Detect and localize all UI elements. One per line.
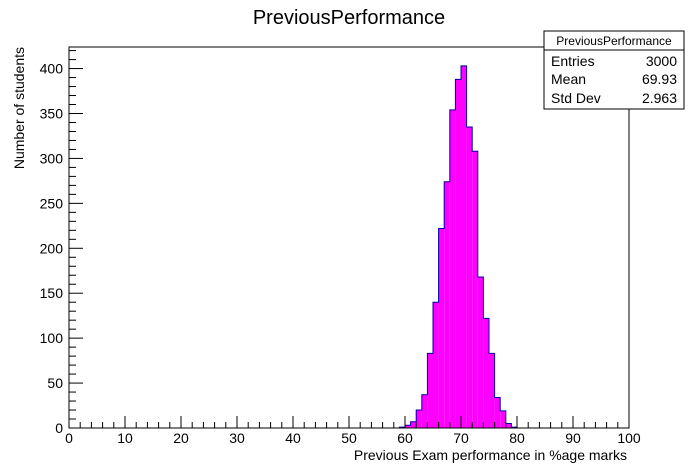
stats-entries-label: Entries — [551, 53, 595, 69]
x-tick-label: 90 — [565, 430, 581, 446]
y-tick-label: 250 — [40, 195, 64, 211]
histogram-bar — [483, 318, 489, 428]
x-tick-label: 70 — [453, 430, 469, 446]
stats-box: PreviousPerformance Entries 3000 Mean 69… — [543, 30, 685, 110]
y-tick-label: 350 — [40, 105, 64, 121]
histogram-bar — [466, 126, 473, 428]
stats-entries-value: 3000 — [646, 53, 677, 69]
histogram-bar — [505, 423, 512, 428]
histogram-bar — [472, 151, 478, 429]
histogram-bars — [399, 65, 517, 429]
histogram-bar — [427, 353, 433, 428]
stats-mean-label: Mean — [551, 71, 586, 87]
histogram-bar — [500, 410, 506, 428]
histogram-bar — [416, 410, 422, 428]
x-tick-label: 10 — [117, 430, 133, 446]
histogram-bar — [455, 79, 461, 428]
y-tick-label: 100 — [40, 330, 64, 346]
stats-stddev-label: Std Dev — [551, 90, 601, 106]
x-tick-label: 40 — [285, 430, 301, 446]
y-axis-title: Number of students — [11, 47, 27, 169]
x-tick-label: 80 — [509, 430, 525, 446]
x-axis-title: Previous Exam performance in %age marks — [354, 447, 627, 463]
x-tick-label: 0 — [65, 430, 73, 446]
y-tick-label: 0 — [55, 420, 63, 436]
histogram-bar — [405, 425, 411, 428]
y-tick-label: 300 — [40, 150, 64, 166]
y-axis-tick-labels: 0 50 100 150 200 250 300 350 400 — [40, 61, 64, 436]
histogram-bar — [433, 302, 439, 428]
stats-mean-value: 69.93 — [642, 71, 677, 87]
x-tick-label: 30 — [229, 430, 245, 446]
y-tick-label: 50 — [47, 375, 63, 391]
chart-title: PreviousPerformance — [253, 7, 445, 29]
stats-box-title: PreviousPerformance — [556, 34, 672, 48]
histogram-outline — [398, 65, 518, 428]
x-tick-label: 60 — [397, 430, 413, 446]
x-tick-label: 100 — [617, 430, 641, 446]
y-tick-label: 400 — [40, 61, 64, 77]
y-axis-ticks — [69, 50, 83, 429]
histogram-bar — [410, 421, 417, 428]
histogram-bar — [489, 353, 495, 428]
x-axis-ticks — [68, 416, 630, 428]
stats-box-frame — [543, 30, 685, 110]
histogram-bar — [421, 394, 428, 428]
histogram-bar — [477, 277, 484, 428]
histogram-bar — [444, 181, 450, 428]
histogram-bar — [494, 397, 501, 428]
x-tick-label: 50 — [341, 430, 357, 446]
x-axis-tick-labels: 0 10 20 30 40 50 60 70 80 90 100 — [65, 430, 641, 446]
y-tick-label: 200 — [40, 240, 64, 256]
y-tick-label: 150 — [40, 285, 64, 301]
histogram-bar — [449, 109, 456, 429]
histogram-bar — [438, 228, 445, 428]
histogram-bar — [461, 65, 467, 429]
x-tick-label: 20 — [173, 430, 189, 446]
stats-stddev-value: 2.963 — [642, 90, 677, 106]
